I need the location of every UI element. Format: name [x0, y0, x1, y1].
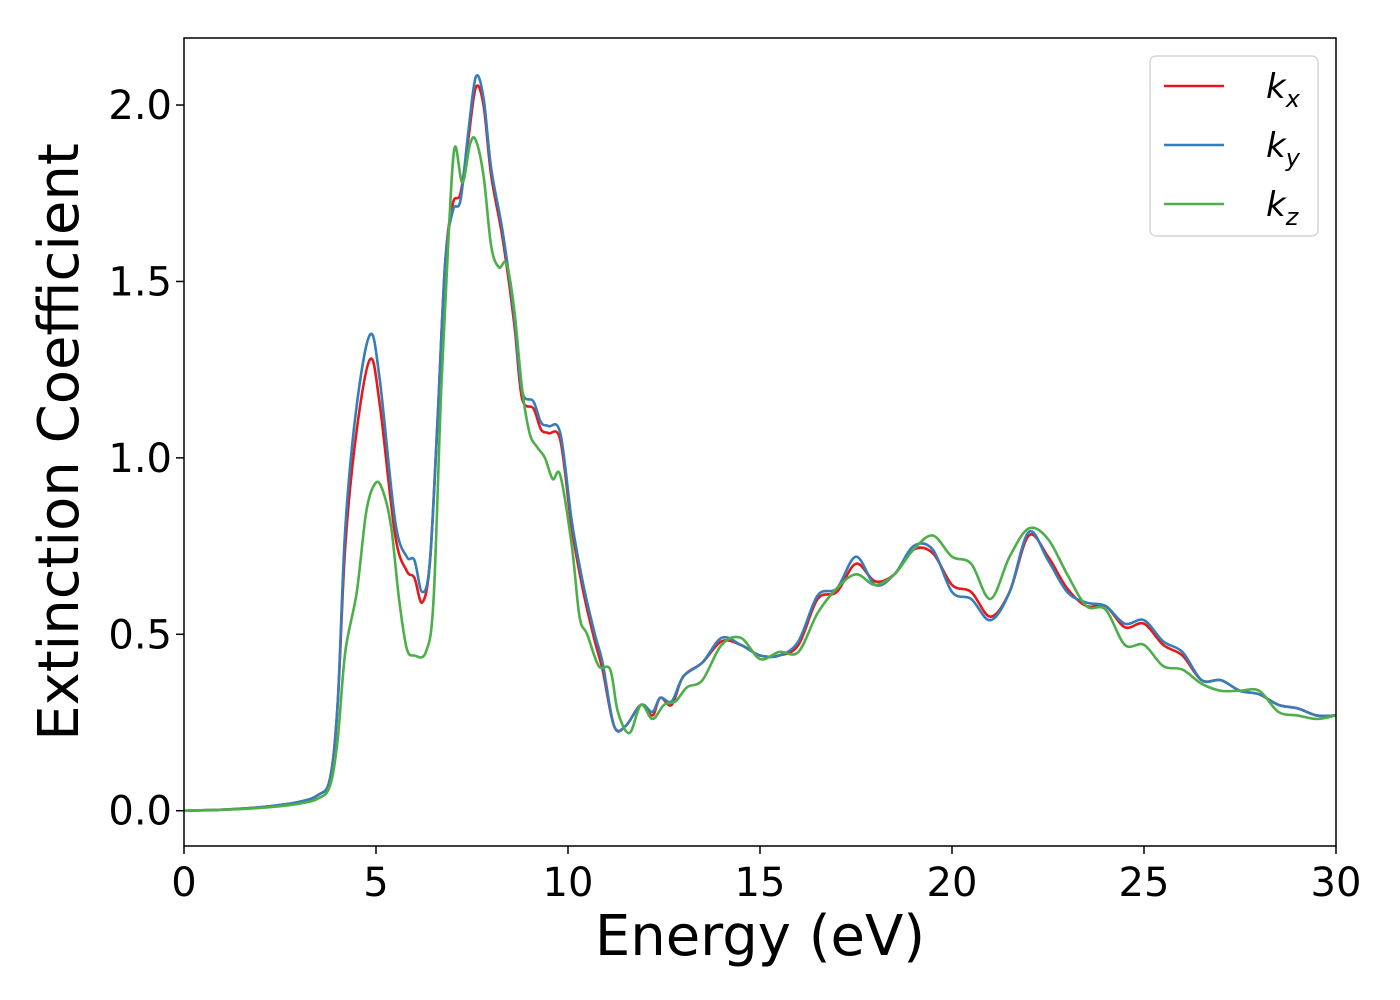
- legend-box: [1149, 55, 1319, 237]
- y-tick-label: 0.0: [108, 789, 172, 835]
- y-tick-label: 2.0: [108, 83, 172, 129]
- x-axis-title: Energy (eV): [595, 904, 925, 969]
- y-tick-label: 1.5: [108, 259, 172, 305]
- x-tick-label: 5: [363, 860, 388, 906]
- y-axis-title: Extinction Coefficient: [27, 143, 92, 741]
- x-axis: 0 5 10 15 20 25 30: [171, 846, 1361, 906]
- y-axis: 0.0 0.5 1.0 1.5 2.0: [108, 83, 184, 835]
- x-tick-label: 30: [1311, 860, 1362, 906]
- x-tick-label: 25: [1119, 860, 1170, 906]
- y-tick-label: 0.5: [108, 612, 172, 658]
- x-tick-label: 15: [735, 860, 786, 906]
- x-tick-label: 20: [927, 860, 978, 906]
- series-line-z: [184, 135, 1336, 813]
- x-tick-label: 10: [543, 860, 594, 906]
- y-tick-label: 1.0: [108, 436, 172, 482]
- x-tick-label: 0: [171, 860, 196, 906]
